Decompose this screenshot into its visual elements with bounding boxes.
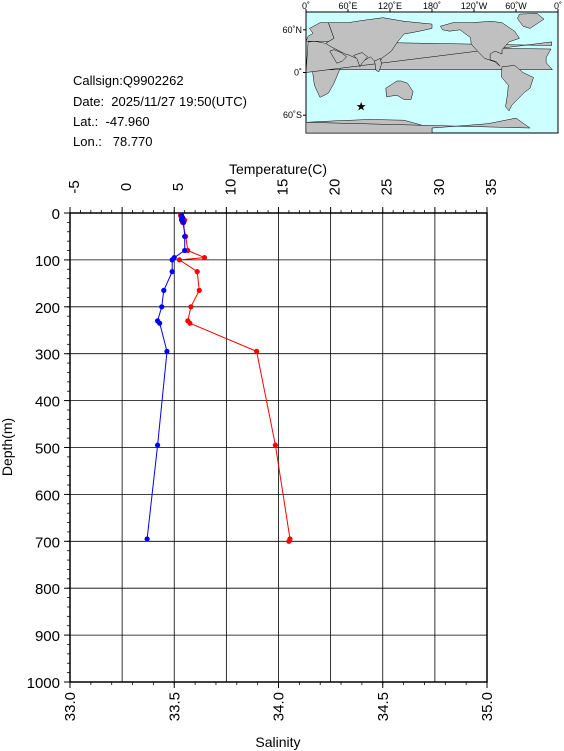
map-longitude-label: 120˚E [378, 1, 402, 11]
map-latitude-label: 60˚N [282, 25, 302, 35]
latitude-text: Lat.: -47.960 [73, 114, 150, 129]
map-latitude-labels: 60˚N 0˚ 60˚S [282, 25, 302, 120]
map-longitude-label: 0˚ [302, 1, 310, 11]
map-longitude-labels: 0˚ 60˚E 120˚E 180˚ 120˚W 60˚W 0˚ [302, 1, 562, 11]
map-longitude-label: 60˚E [338, 1, 357, 11]
callsign-text: Callsign:Q9902262 [73, 73, 184, 88]
map-latitude-label: 0˚ [294, 68, 302, 78]
landmass-south-america [501, 65, 534, 112]
landmass-antarctica-w [305, 117, 531, 134]
landmass-asia [325, 17, 433, 66]
landmass-australia [385, 80, 414, 100]
longitude-text: Lon.: 78.770 [73, 134, 153, 149]
landmass-europe [305, 22, 552, 73]
landmass-arabia [329, 49, 347, 64]
map-longitude-label: 0˚ [554, 1, 562, 11]
date-text: Date: 2025/11/27 19:50(UTC) [73, 94, 247, 109]
map-landmasses [305, 13, 553, 134]
map-longitude-label: 120˚W [461, 1, 488, 11]
landmass-se-asia [374, 57, 382, 73]
landmass-north-america [440, 21, 520, 67]
map-latitude-label: 60˚S [283, 110, 302, 120]
star-icon: ★ [356, 100, 367, 114]
map-longitude-label: 60˚W [505, 1, 527, 11]
map-frame-ticks [303, 9, 559, 116]
landmass-greenland [517, 13, 545, 29]
landmass-india [353, 52, 368, 68]
map-longitude-label: 180˚ [423, 1, 441, 11]
